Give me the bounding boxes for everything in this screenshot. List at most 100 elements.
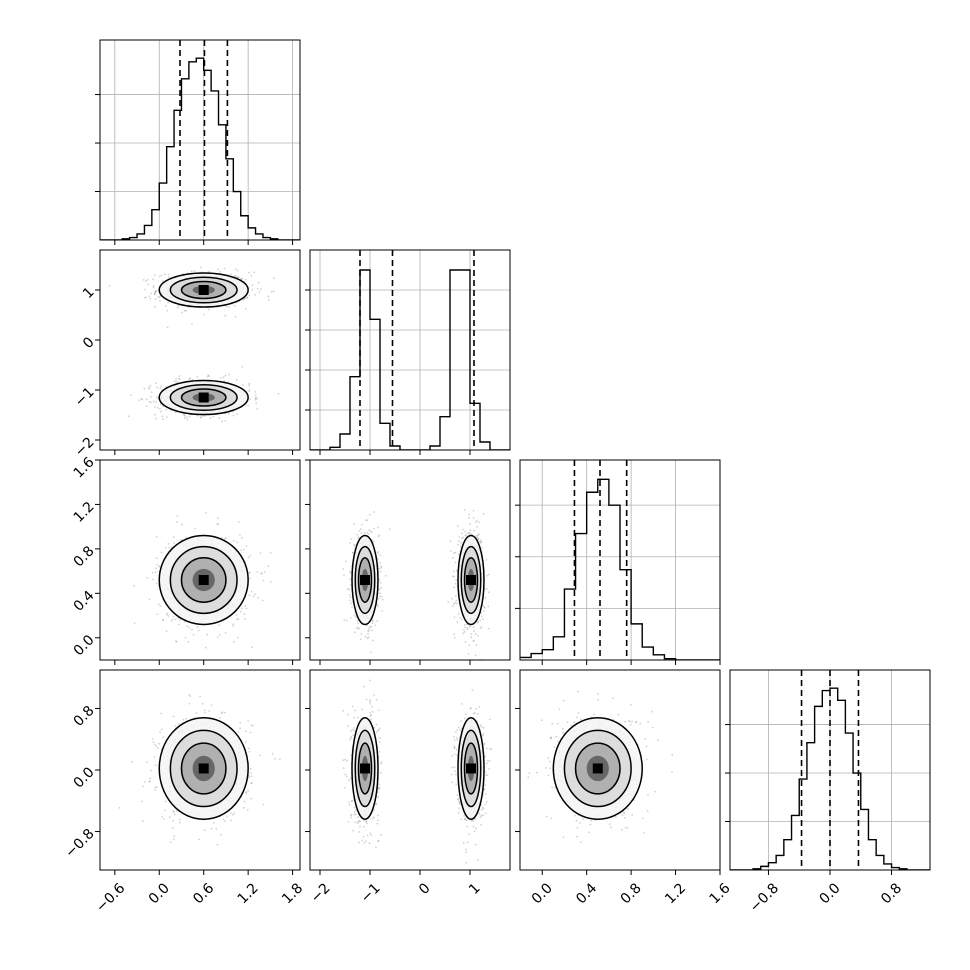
scatter-point: [461, 618, 463, 621]
scatter-point: [192, 633, 195, 636]
scatter-point: [224, 420, 227, 422]
density-peak: [466, 575, 476, 585]
density-peak: [198, 763, 209, 774]
scatter-point: [230, 812, 232, 814]
scatter-point: [216, 517, 219, 520]
scatter-panel-1-0: [99, 249, 301, 451]
scatter-point: [365, 820, 368, 823]
scatter-point: [345, 775, 348, 778]
scatter-point: [378, 786, 381, 789]
hist-panel-3: [725, 669, 931, 871]
scatter-point: [378, 588, 381, 591]
scatter-point: [470, 636, 473, 639]
density-peak: [198, 575, 209, 585]
scatter-point: [463, 624, 466, 626]
scatter-point: [352, 734, 355, 737]
scatter-point: [484, 596, 487, 599]
scatter-point: [370, 834, 372, 836]
scatter-point: [177, 304, 180, 307]
scatter-point: [242, 299, 245, 301]
scatter-point: [172, 618, 174, 621]
scatter-point: [154, 789, 157, 792]
scatter-point: [377, 819, 379, 822]
scatter-point: [474, 654, 477, 657]
scatter-point: [149, 384, 152, 387]
scatter-point: [353, 544, 356, 547]
scatter-point: [219, 833, 222, 836]
scatter-point: [245, 792, 248, 794]
scatter-point: [188, 626, 191, 629]
scatter-point: [468, 513, 471, 516]
scatter-point: [165, 408, 168, 411]
scatter-point: [156, 613, 159, 616]
scatter-point: [483, 610, 485, 612]
scatter-point: [155, 417, 158, 420]
scatter-point: [479, 541, 481, 543]
scatter-panel-2-1: [309, 459, 511, 661]
scatter-point: [453, 576, 455, 578]
scatter-point: [371, 539, 374, 541]
scatter-point: [154, 743, 156, 746]
scatter-point: [487, 591, 490, 594]
scatter-point: [457, 553, 460, 556]
scatter-point: [215, 827, 218, 830]
scatter-point: [454, 582, 457, 585]
scatter-point: [351, 551, 354, 554]
scatter-point: [177, 623, 180, 626]
scatter-point: [357, 536, 359, 539]
scatter-point: [251, 288, 254, 291]
scatter-point: [237, 617, 240, 620]
scatter-point: [342, 767, 345, 769]
scatter-point: [186, 625, 189, 627]
scatter-point: [388, 528, 391, 530]
scatter-point: [453, 616, 456, 618]
scatter-point: [155, 745, 158, 747]
scatter-point: [475, 644, 478, 646]
scatter-point: [342, 568, 344, 570]
scatter-point: [159, 299, 161, 302]
scatter-point: [236, 413, 239, 416]
scatter-point: [244, 618, 247, 620]
scatter-point: [472, 626, 475, 629]
scatter-point: [203, 313, 205, 316]
scatter-point: [152, 400, 155, 403]
scatter-point: [452, 556, 454, 559]
scatter-point: [256, 398, 259, 400]
scatter-point: [365, 519, 367, 521]
scatter-point: [159, 410, 162, 413]
scatter-point: [344, 773, 346, 776]
scatter-point: [231, 814, 234, 816]
panel-frame: [309, 459, 511, 661]
scatter-point: [262, 803, 265, 806]
scatter-point: [240, 549, 243, 552]
scatter-point: [472, 640, 475, 642]
scatter-point: [233, 640, 235, 643]
scatter-point: [353, 806, 356, 809]
scatter-point: [174, 380, 176, 383]
scatter-point: [378, 534, 381, 536]
scatter-point: [147, 386, 150, 389]
scatter-point: [381, 598, 384, 601]
scatter-point: [455, 569, 458, 572]
scatter-point: [162, 418, 164, 421]
scatter-point: [364, 820, 367, 823]
scatter-point: [155, 567, 157, 570]
scatter-point: [346, 588, 349, 591]
scatter-point: [148, 295, 151, 298]
scatter-point: [234, 268, 237, 271]
scatter-point: [157, 296, 160, 299]
scatter-point: [217, 523, 220, 526]
scatter-point: [352, 829, 354, 832]
scatter-point: [350, 730, 352, 732]
scatter-point: [164, 800, 167, 803]
panel-content: [108, 266, 280, 423]
scatter-point: [155, 582, 158, 585]
scatter-point: [145, 398, 148, 400]
scatter-point: [160, 551, 163, 554]
scatter-point: [221, 420, 224, 423]
scatter-point: [241, 366, 244, 368]
scatter-point: [166, 612, 169, 615]
scatter-point: [457, 613, 460, 615]
scatter-point: [447, 600, 450, 603]
scatter-point: [172, 715, 175, 718]
